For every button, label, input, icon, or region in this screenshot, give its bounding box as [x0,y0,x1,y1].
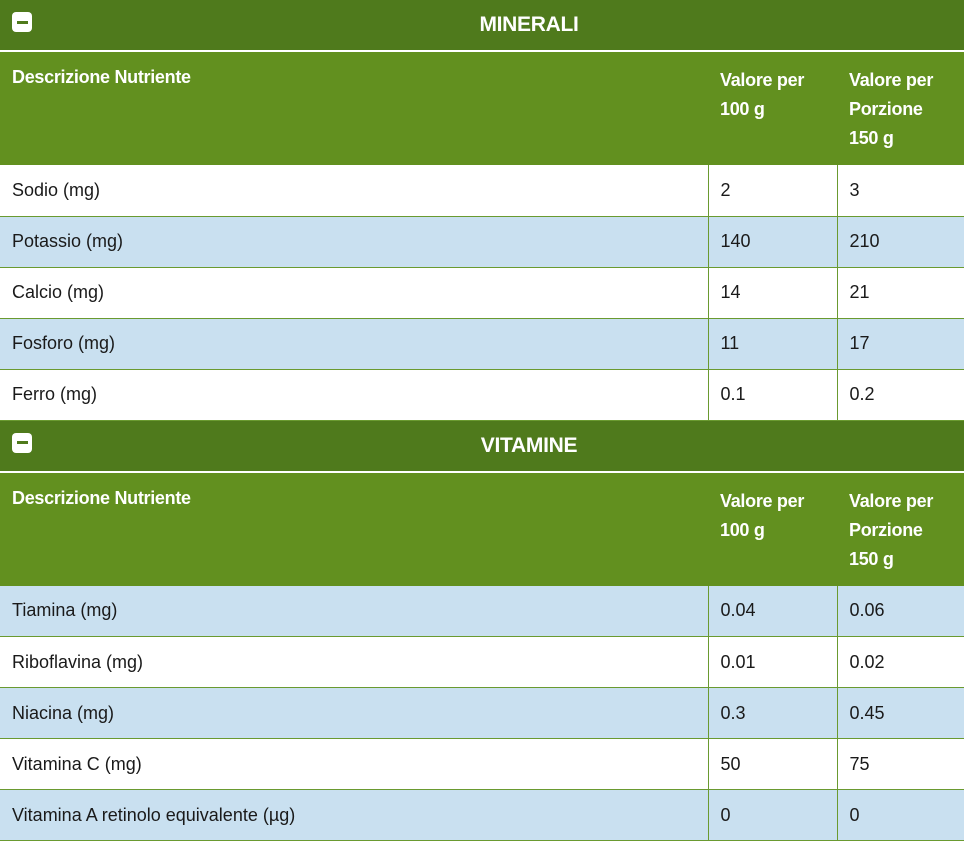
column-header-per-100g: Valore per 100 g [708,52,837,165]
nutrient-name: Calcio (mg) [0,267,709,319]
value-per-portion: 3 [837,165,964,217]
table-row: Sodio (mg) 2 3 [0,165,964,217]
section-vitamine: VITAMINE Descrizione Nutriente Valore pe… [0,420,964,841]
nutrient-name: Vitamina A retinolo equivalente (µg) [0,789,709,841]
nutrient-table: Descrizione Nutriente Valore per 100 g V… [0,472,964,841]
value-per-portion: 0.06 [837,585,964,637]
table-row: Vitamina C (mg) 50 75 [0,738,964,790]
value-per-100g: 0.3 [708,687,838,739]
value-per-portion: 21 [837,267,964,319]
column-header-description: Descrizione Nutriente [0,52,708,165]
section-minerali: MINERALI Descrizione Nutriente Valore pe… [0,0,964,421]
nutrient-name: Tiamina (mg) [0,585,709,637]
value-per-portion: 17 [837,318,964,370]
value-per-100g: 2 [708,165,838,217]
value-per-100g: 0.1 [708,369,838,421]
section-header: VITAMINE [0,420,964,473]
table-row: Vitamina A retinolo equivalente (µg) 0 0 [0,789,964,841]
column-header-per-100g: Valore per 100 g [708,472,837,586]
value-per-100g: 50 [708,738,838,790]
section-title: VITAMINE [480,433,578,457]
table-row: Fosforo (mg) 11 17 [0,318,964,370]
nutrient-name: Sodio (mg) [0,165,709,217]
table-row: Potassio (mg) 140 210 [0,216,964,268]
value-per-100g: 0.01 [708,636,838,688]
value-per-portion: 75 [837,738,964,790]
collapse-minus-icon[interactable] [12,432,32,453]
value-per-portion: 0.45 [837,687,964,739]
nutrient-table: Descrizione Nutriente Valore per 100 g V… [0,52,964,421]
nutrient-name: Niacina (mg) [0,687,709,739]
value-per-100g: 140 [708,216,838,268]
collapse-minus-icon[interactable] [12,12,32,32]
column-header-per-portion: Valore per Porzione 150 g [837,472,964,586]
value-per-100g: 11 [708,318,838,370]
nutrient-name: Riboflavina (mg) [0,636,709,688]
value-per-100g: 0 [708,789,838,841]
section-header: MINERALI [0,0,964,52]
table-row: Tiamina (mg) 0.04 0.06 [0,585,964,637]
value-per-portion: 0.02 [837,636,964,688]
table-row: Ferro (mg) 0.1 0.2 [0,369,964,421]
nutrient-name: Ferro (mg) [0,369,709,421]
section-title: MINERALI [479,13,579,36]
value-per-100g: 0.04 [708,585,838,637]
table-row: Calcio (mg) 14 21 [0,267,964,319]
column-header-description: Descrizione Nutriente [0,472,708,586]
nutrient-name: Fosforo (mg) [0,318,709,370]
value-per-portion: 210 [837,216,964,268]
nutrient-name: Vitamina C (mg) [0,738,709,790]
table-header-row: Descrizione Nutriente Valore per 100 g V… [0,52,964,165]
value-per-100g: 14 [708,267,838,319]
table-row: Niacina (mg) 0.3 0.45 [0,687,964,739]
column-header-per-portion: Valore per Porzione 150 g [837,52,964,165]
nutrient-name: Potassio (mg) [0,216,709,268]
table-row: Riboflavina (mg) 0.01 0.02 [0,636,964,688]
value-per-portion: 0 [837,789,964,841]
table-header-row: Descrizione Nutriente Valore per 100 g V… [0,472,964,586]
value-per-portion: 0.2 [837,369,964,421]
